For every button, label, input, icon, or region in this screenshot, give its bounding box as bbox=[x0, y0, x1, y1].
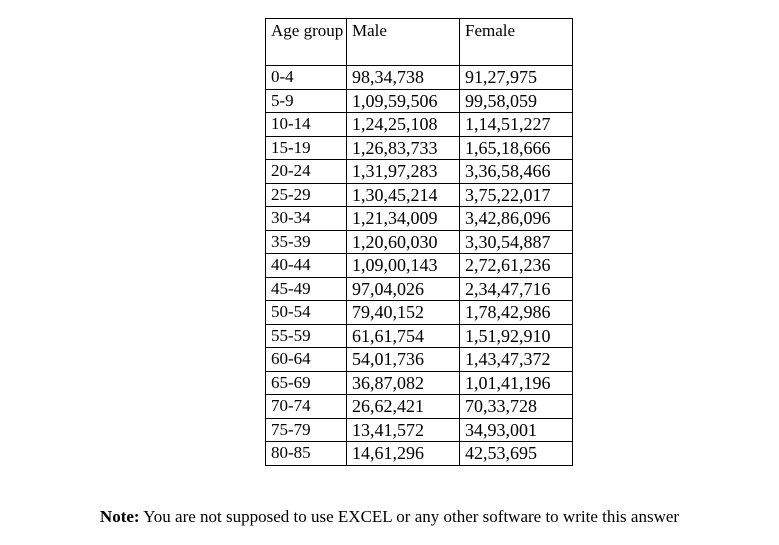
table-row: 0-4 98,34,738 91,27,975 bbox=[265, 65, 573, 90]
male-cell: 54,01,736 bbox=[346, 347, 460, 372]
note-text: Note: You are not supposed to use EXCEL … bbox=[0, 506, 779, 528]
female-cell: 3,42,86,096 bbox=[459, 206, 573, 231]
table-header-row: Age group Male Female bbox=[265, 18, 573, 66]
table-row: 60-64 54,01,736 1,43,47,372 bbox=[265, 347, 573, 372]
age-group-cell: 35-39 bbox=[265, 229, 347, 254]
note-body: You are not supposed to use EXCEL or any… bbox=[139, 507, 680, 526]
table-row: 15-19 1,26,83,733 1,65,18,666 bbox=[265, 135, 573, 160]
age-group-cell: 0-4 bbox=[265, 65, 347, 90]
age-group-cell: 75-79 bbox=[265, 417, 347, 442]
male-cell: 1,09,00,143 bbox=[346, 253, 460, 278]
female-cell: 34,93,001 bbox=[459, 417, 573, 442]
female-cell: 42,53,695 bbox=[459, 441, 573, 466]
male-cell: 1,24,25,108 bbox=[346, 112, 460, 137]
note-label: Note: bbox=[99, 507, 140, 526]
male-cell: 1,21,34,009 bbox=[346, 206, 460, 231]
age-group-header: Age group bbox=[265, 18, 347, 66]
female-cell: 1,51,92,910 bbox=[459, 323, 573, 348]
age-group-cell: 55-59 bbox=[265, 323, 347, 348]
age-population-table: Age group Male Female 0-4 98,34,738 91,27,… bbox=[265, 18, 573, 466]
female-cell: 99,58,059 bbox=[459, 88, 573, 113]
male-cell: 1,26,83,733 bbox=[346, 135, 460, 160]
table-row: 55-59 61,61,754 1,51,92,910 bbox=[265, 323, 573, 348]
age-group-cell: 25-29 bbox=[265, 182, 347, 207]
female-cell: 1,78,42,986 bbox=[459, 300, 573, 325]
female-cell: 1,65,18,666 bbox=[459, 135, 573, 160]
table-row: 30-34 1,21,34,009 3,42,86,096 bbox=[265, 206, 573, 231]
female-cell: 70,33,728 bbox=[459, 394, 573, 419]
male-cell: 14,61,296 bbox=[346, 441, 460, 466]
female-cell: 1,43,47,372 bbox=[459, 347, 573, 372]
table-row: 45-49 97,04,026 2,34,47,716 bbox=[265, 276, 573, 301]
male-header: Male bbox=[346, 18, 460, 66]
table-row: 50-54 79,40,152 1,78,42,986 bbox=[265, 300, 573, 325]
age-group-cell: 30-34 bbox=[265, 206, 347, 231]
age-group-cell: 70-74 bbox=[265, 394, 347, 419]
age-group-cell: 5-9 bbox=[265, 88, 347, 113]
table-row: 35-39 1,20,60,030 3,30,54,887 bbox=[265, 229, 573, 254]
male-cell: 98,34,738 bbox=[346, 65, 460, 90]
age-group-cell: 80-85 bbox=[265, 441, 347, 466]
age-group-cell: 65-69 bbox=[265, 370, 347, 395]
male-cell: 1,09,59,506 bbox=[346, 88, 460, 113]
age-group-cell: 50-54 bbox=[265, 300, 347, 325]
age-group-cell: 10-14 bbox=[265, 112, 347, 137]
table-row: 75-79 13,41,572 34,93,001 bbox=[265, 417, 573, 442]
female-cell: 91,27,975 bbox=[459, 65, 573, 90]
age-group-cell: 15-19 bbox=[265, 135, 347, 160]
male-cell: 13,41,572 bbox=[346, 417, 460, 442]
female-cell: 2,72,61,236 bbox=[459, 253, 573, 278]
male-cell: 36,87,082 bbox=[346, 370, 460, 395]
table-row: 5-9 1,09,59,506 99,58,059 bbox=[265, 88, 573, 113]
table-row: 25-29 1,30,45,214 3,75,22,017 bbox=[265, 182, 573, 207]
male-cell: 79,40,152 bbox=[346, 300, 460, 325]
age-group-cell: 20-24 bbox=[265, 159, 347, 184]
table-row: 10-14 1,24,25,108 1,14,51,227 bbox=[265, 112, 573, 137]
female-cell: 1,01,41,196 bbox=[459, 370, 573, 395]
male-cell: 61,61,754 bbox=[346, 323, 460, 348]
male-cell: 97,04,026 bbox=[346, 276, 460, 301]
female-header: Female bbox=[459, 18, 573, 66]
age-group-cell: 60-64 bbox=[265, 347, 347, 372]
table-row: 70-74 26,62,421 70,33,728 bbox=[265, 394, 573, 419]
table-row: 65-69 36,87,082 1,01,41,196 bbox=[265, 370, 573, 395]
table-row: 80-85 14,61,296 42,53,695 bbox=[265, 441, 573, 466]
age-group-cell: 40-44 bbox=[265, 253, 347, 278]
female-cell: 1,14,51,227 bbox=[459, 112, 573, 137]
male-cell: 1,31,97,283 bbox=[346, 159, 460, 184]
age-group-cell: 45-49 bbox=[265, 276, 347, 301]
table-row: 40-44 1,09,00,143 2,72,61,236 bbox=[265, 253, 573, 278]
male-cell: 1,30,45,214 bbox=[346, 182, 460, 207]
female-cell: 3,30,54,887 bbox=[459, 229, 573, 254]
female-cell: 3,75,22,017 bbox=[459, 182, 573, 207]
female-cell: 2,34,47,716 bbox=[459, 276, 573, 301]
male-cell: 26,62,421 bbox=[346, 394, 460, 419]
table-row: 20-24 1,31,97,283 3,36,58,466 bbox=[265, 159, 573, 184]
female-cell: 3,36,58,466 bbox=[459, 159, 573, 184]
male-cell: 1,20,60,030 bbox=[346, 229, 460, 254]
